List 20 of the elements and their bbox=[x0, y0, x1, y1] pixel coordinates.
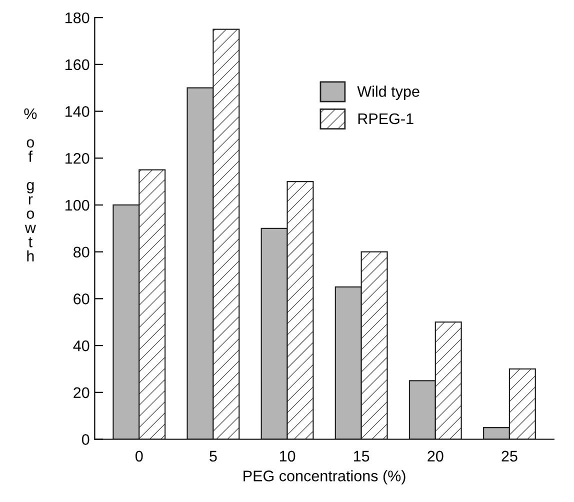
y-tick-label: 160 bbox=[66, 59, 90, 70]
x-tick-label: 15 bbox=[354, 450, 370, 462]
x-tick-label: 0 bbox=[136, 450, 143, 462]
x-tick-label: 20 bbox=[428, 450, 444, 462]
legend-label: Wild type bbox=[357, 86, 420, 100]
y-tick-label: 180 bbox=[66, 12, 90, 24]
y-tick-label: 20 bbox=[74, 387, 90, 398]
y-tick-label: 60 bbox=[74, 294, 90, 304]
x-tick-label: 10 bbox=[280, 450, 296, 462]
x-tick-label: 25 bbox=[502, 450, 518, 462]
y-tick-label: 140 bbox=[66, 106, 90, 117]
x-tick-label: 5 bbox=[210, 450, 217, 462]
y-tick-label: 80 bbox=[74, 246, 90, 258]
y-tick-label: 0 bbox=[82, 434, 90, 445]
y-tick-label: 40 bbox=[73, 340, 90, 352]
y-tick-label: 120 bbox=[66, 153, 90, 164]
legend-label: RPEG-1 bbox=[358, 113, 414, 124]
x-axis-title: PEG concentrations (%) bbox=[244, 470, 406, 484]
text: % of growth bbox=[24, 108, 37, 262]
y-tick-label: 100 bbox=[66, 200, 90, 211]
